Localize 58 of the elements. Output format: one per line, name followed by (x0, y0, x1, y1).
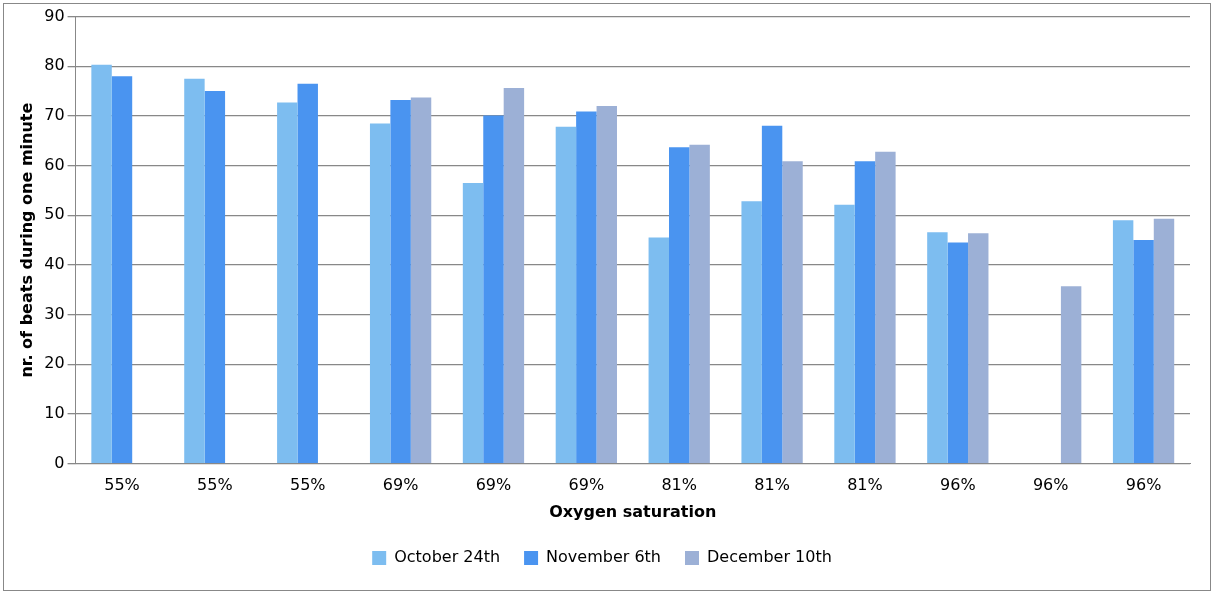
x-tick-label: 81% (661, 475, 697, 495)
y-tick-label: 80 (44, 55, 65, 75)
bar (91, 64, 112, 463)
bar (947, 242, 969, 463)
bar (369, 123, 391, 463)
bar (111, 76, 133, 463)
bar (669, 147, 690, 463)
x-tick-label: 55% (104, 475, 140, 495)
bar (483, 115, 504, 463)
bar (297, 83, 318, 463)
bar (782, 161, 803, 463)
bar (927, 232, 948, 463)
y-tick-label: 30 (44, 303, 65, 323)
legend-label: November 6th (546, 547, 661, 567)
bar (1112, 220, 1134, 463)
y-tick-label: 20 (44, 353, 65, 373)
y-tick-label: 10 (44, 403, 65, 423)
x-tick-label: 81% (847, 475, 883, 495)
bar (462, 182, 484, 463)
bar (875, 151, 896, 463)
bar (555, 126, 577, 463)
bar (761, 125, 783, 463)
x-tick-label: 81% (754, 475, 790, 495)
y-axis-title: nr. of beats during one minute (16, 102, 36, 378)
x-tick-label: 55% (289, 475, 326, 495)
bar (1133, 240, 1154, 463)
y-tick-label: 60 (44, 154, 65, 174)
legend-label: October 24th (394, 547, 501, 567)
x-tick-label: 69% (475, 475, 512, 495)
bar (1060, 286, 1082, 463)
x-tick-label: 96% (1032, 475, 1069, 495)
bar (689, 144, 710, 463)
bar (503, 88, 525, 463)
bar (854, 161, 876, 463)
bar (834, 204, 855, 463)
x-tick-label: 96% (940, 475, 976, 495)
bar (410, 97, 432, 463)
bar (596, 106, 617, 463)
bar (184, 78, 205, 463)
y-tick-label: 0 (54, 452, 65, 472)
bar (741, 201, 762, 463)
bar (648, 237, 669, 463)
x-tick-label: 69% (568, 475, 605, 495)
y-tick-label: 90 (44, 5, 65, 25)
x-tick-label: 55% (197, 475, 233, 495)
bar (277, 102, 298, 463)
bar (390, 100, 411, 463)
legend-label: December 10th (706, 547, 832, 567)
x-tick-label: 96% (1125, 475, 1162, 495)
x-axis-title: Oxygen saturation (549, 501, 717, 521)
y-tick-label: 70 (44, 105, 65, 125)
y-tick-label: 50 (44, 204, 65, 224)
bar (1153, 218, 1175, 463)
bar (576, 111, 597, 463)
y-tick-label: 40 (44, 254, 65, 274)
x-tick-label: 69% (382, 475, 419, 495)
bar (204, 91, 226, 463)
bar (968, 233, 989, 463)
